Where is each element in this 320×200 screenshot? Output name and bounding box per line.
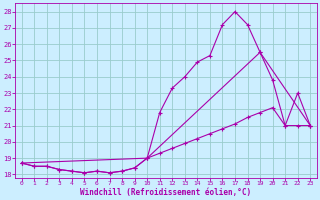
- X-axis label: Windchill (Refroidissement éolien,°C): Windchill (Refroidissement éolien,°C): [80, 188, 252, 197]
